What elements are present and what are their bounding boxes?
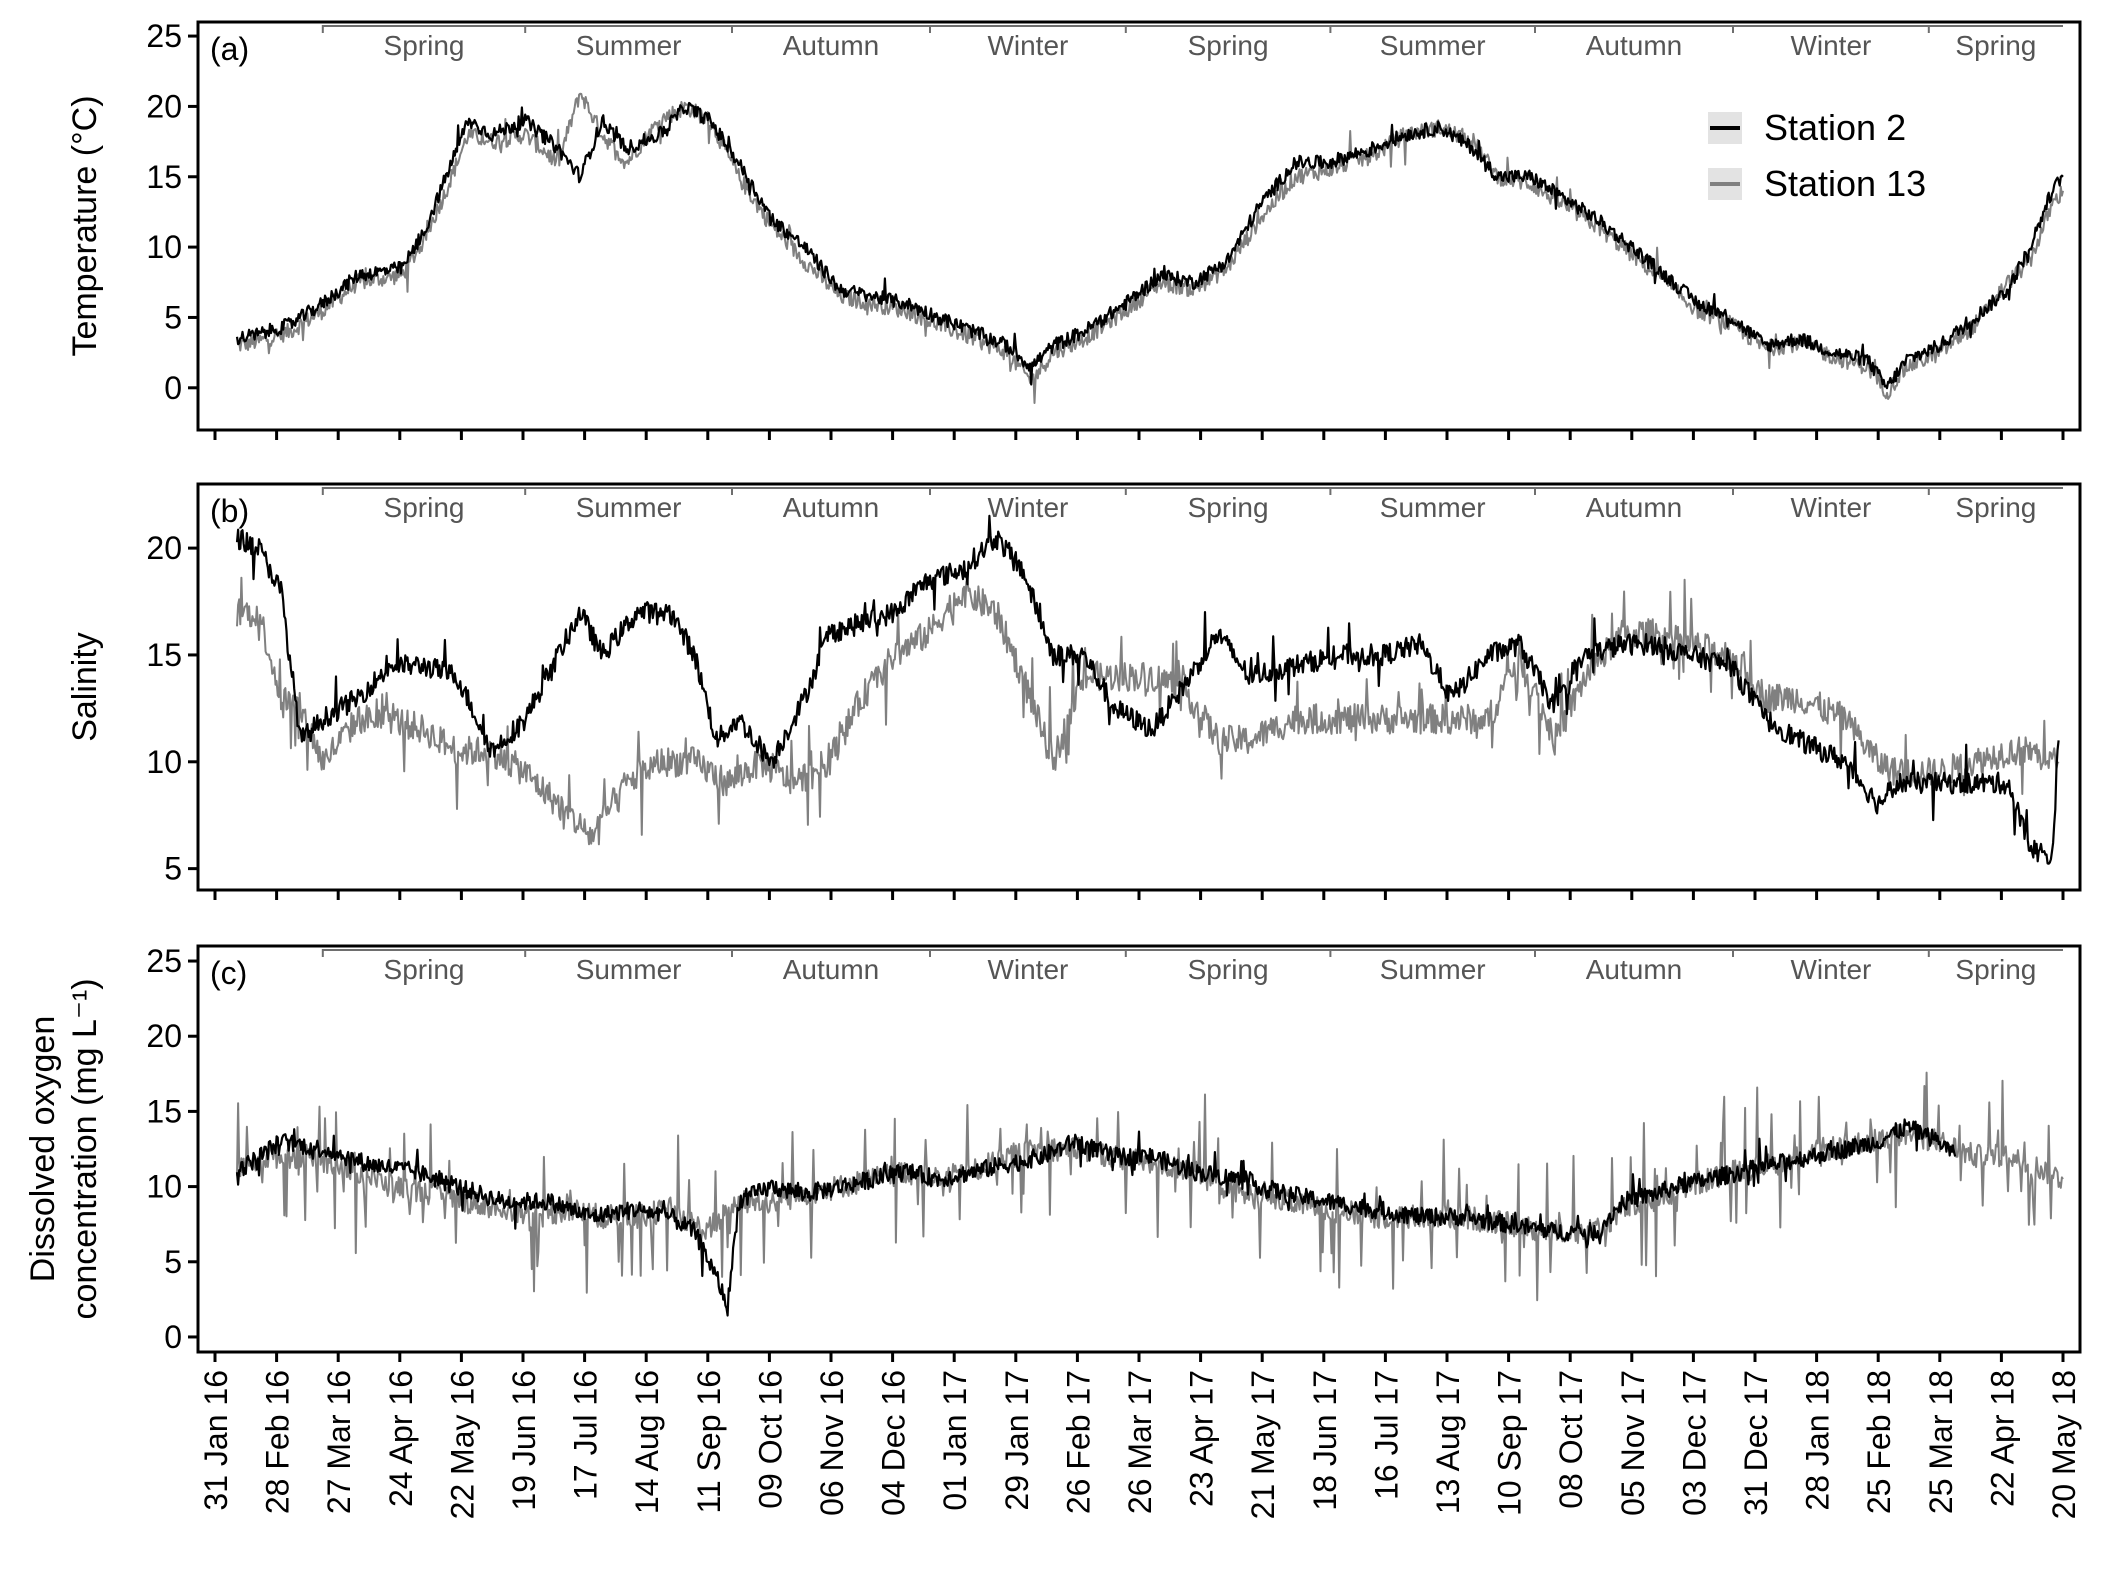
season-label: Spring: [1955, 492, 2036, 523]
y-axis-label-line-1: Dissolved oxygen: [24, 1016, 62, 1282]
y-axis-label: Temperature (°C): [66, 95, 104, 356]
panel-0: Spring Summer Autumn Winter Spring Summer Autu…: [66, 18, 2082, 440]
y-tick-label: 5: [164, 1244, 182, 1280]
x-tick-label: 01 Jan 17: [937, 1370, 973, 1511]
y-tick-label: 15: [146, 637, 182, 673]
x-tick-label: 10 Sep 17: [1492, 1370, 1528, 1516]
x-tick-label: 09 Oct 16: [752, 1370, 788, 1509]
x-tick-label: 21 May 17: [1245, 1370, 1281, 1519]
x-tick-label: 31 Jan 16: [198, 1370, 234, 1511]
x-tick-label: 17 Jul 16: [568, 1370, 604, 1500]
y-tick-label: 20: [146, 1018, 182, 1054]
season-label: Spring: [1955, 954, 2036, 985]
series-line-station-2: [235, 514, 2060, 865]
season-label: Spring: [384, 30, 465, 61]
panel-label: (b): [210, 493, 249, 529]
y-tick-label: 15: [146, 1093, 182, 1129]
season-label: Summer: [576, 30, 682, 61]
y-tick-label: 5: [164, 299, 182, 335]
season-label: Winter: [1790, 30, 1871, 61]
season-label: Spring: [1955, 30, 2036, 61]
x-tick-label: 31 Dec 17: [1738, 1370, 1774, 1516]
season-label: Autumn: [1586, 30, 1683, 61]
season-label: Spring: [384, 954, 465, 985]
season-label: Spring: [1188, 492, 1269, 523]
x-tick-label: 11 Sep 16: [691, 1370, 727, 1514]
y-tick-label: 0: [164, 1319, 182, 1355]
legend-label: Station 2: [1764, 107, 1906, 148]
y-tick-label: 20: [146, 88, 182, 124]
x-tick-label: 25 Mar 18: [1923, 1370, 1959, 1514]
panel-frame: [196, 20, 2082, 432]
season-label: Winter: [987, 492, 1068, 523]
season-label: Winter: [987, 30, 1068, 61]
x-tick-label: 26 Feb 17: [1060, 1370, 1096, 1514]
legend-label: Station 13: [1764, 163, 1926, 204]
x-tick-label: 18 Jun 17: [1307, 1370, 1343, 1511]
season-label: Spring: [1188, 30, 1269, 61]
x-tick-label: 22 Apr 18: [1984, 1370, 2020, 1507]
season-label: Winter: [1790, 492, 1871, 523]
series-line-station-13: [236, 1071, 2064, 1302]
x-tick-label: 29 Jan 17: [999, 1370, 1035, 1511]
x-tick-label: 27 Mar 16: [321, 1370, 357, 1514]
x-tick-label: 13 Aug 17: [1430, 1370, 1466, 1514]
season-label: Summer: [1380, 954, 1486, 985]
y-tick-label: 20: [146, 530, 182, 566]
season-label: Autumn: [1586, 954, 1683, 985]
y-tick-label: 25: [146, 18, 182, 54]
series-line-station-13: [236, 576, 2060, 846]
panel-1: Spring Summer Autumn Winter Spring Summer Autu…: [66, 482, 2082, 900]
panel-label: (a): [210, 31, 249, 67]
season-label: Summer: [576, 492, 682, 523]
panel-label: (c): [210, 955, 247, 991]
y-axis-label-line-2: concentration (mg L⁻¹): [66, 978, 104, 1319]
y-tick-label: 10: [146, 229, 182, 265]
season-label: Autumn: [1586, 492, 1683, 523]
season-label: Summer: [1380, 30, 1486, 61]
y-tick-label: 25: [146, 943, 182, 979]
season-label: Autumn: [783, 492, 880, 523]
season-label: Autumn: [783, 954, 880, 985]
x-tick-label: 23 Apr 17: [1184, 1370, 1220, 1507]
legend: Station 2 Station 13: [1708, 107, 1926, 204]
x-tick-label: 20 May 18: [2046, 1370, 2082, 1519]
x-tick-label: 28 Feb 16: [260, 1370, 296, 1514]
y-tick-label: 10: [146, 744, 182, 780]
series-line-station-2: [235, 1118, 1957, 1317]
x-tick-label: 04 Dec 16: [876, 1370, 912, 1516]
x-tick-label: 05 Nov 17: [1615, 1370, 1651, 1516]
x-tick-label: 06 Nov 16: [814, 1370, 850, 1516]
x-tick-label: 03 Dec 17: [1676, 1370, 1712, 1516]
season-label: Autumn: [783, 30, 880, 61]
x-tick-label: 19 Jun 16: [506, 1370, 542, 1511]
x-tick-label: 26 Mar 17: [1122, 1370, 1158, 1514]
x-tick-label: 22 May 16: [444, 1370, 480, 1519]
season-label: Summer: [1380, 492, 1486, 523]
season-label: Spring: [384, 492, 465, 523]
x-axis: 31 Jan 16 28 Feb 16 27 Mar 16 24 Apr 16 22 M…: [198, 1370, 2082, 1519]
x-tick-label: 24 Apr 16: [383, 1370, 419, 1507]
series-line-station-2: [235, 101, 2064, 390]
panel-2: Spring Summer Autumn Winter Spring Summer Autu…: [24, 943, 2082, 1362]
x-tick-label: 14 Aug 16: [629, 1370, 665, 1514]
y-tick-label: 10: [146, 1169, 182, 1205]
x-tick-label: 25 Feb 18: [1861, 1370, 1897, 1514]
y-tick-label: 0: [164, 370, 182, 406]
season-label: Winter: [987, 954, 1068, 985]
x-tick-label: 08 Oct 17: [1553, 1370, 1589, 1509]
season-label: Winter: [1790, 954, 1871, 985]
season-label: Summer: [576, 954, 682, 985]
x-tick-label: 28 Jan 18: [1800, 1370, 1836, 1511]
y-tick-label: 5: [164, 851, 182, 887]
y-axis-label: Salinity: [66, 632, 104, 742]
y-tick-label: 15: [146, 159, 182, 195]
season-label: Spring: [1188, 954, 1269, 985]
x-tick-label: 16 Jul 17: [1368, 1370, 1404, 1500]
